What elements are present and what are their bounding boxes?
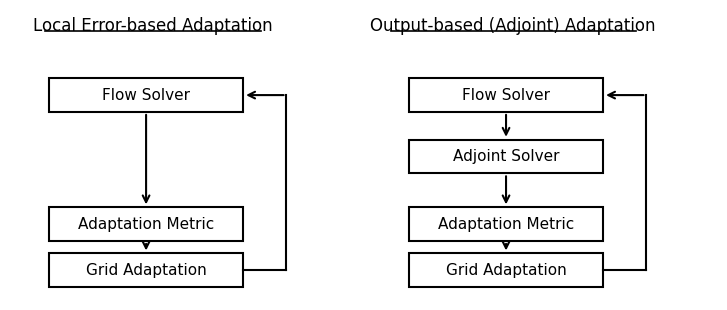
FancyBboxPatch shape xyxy=(409,78,603,112)
Text: Adjoint Solver: Adjoint Solver xyxy=(453,149,559,164)
Text: Output-based (Adjoint) Adaptation: Output-based (Adjoint) Adaptation xyxy=(371,17,656,35)
FancyBboxPatch shape xyxy=(409,207,603,241)
Text: Flow Solver: Flow Solver xyxy=(102,88,190,103)
FancyBboxPatch shape xyxy=(49,207,244,241)
Text: Local Error-based Adaptation: Local Error-based Adaptation xyxy=(33,17,273,35)
FancyBboxPatch shape xyxy=(409,253,603,287)
FancyBboxPatch shape xyxy=(49,78,244,112)
Text: Grid Adaptation: Grid Adaptation xyxy=(86,263,206,278)
FancyBboxPatch shape xyxy=(49,253,244,287)
Text: Adaptation Metric: Adaptation Metric xyxy=(438,217,574,232)
Text: Grid Adaptation: Grid Adaptation xyxy=(446,263,566,278)
Text: Adaptation Metric: Adaptation Metric xyxy=(78,217,214,232)
FancyBboxPatch shape xyxy=(409,140,603,173)
Text: Flow Solver: Flow Solver xyxy=(462,88,550,103)
